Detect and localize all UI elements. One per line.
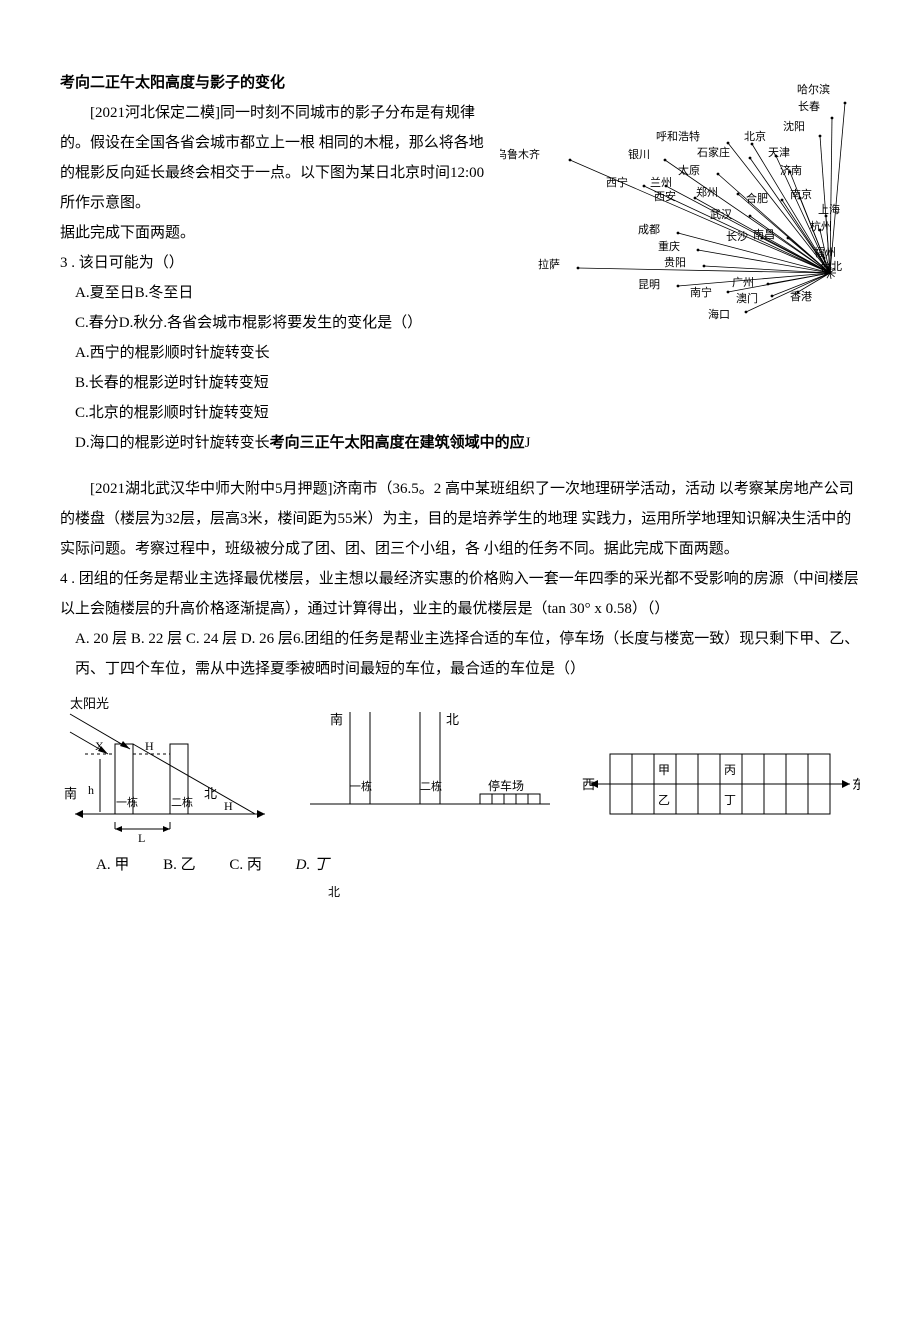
q4-text: 4 . 团组的任务是帮业主选择最优楼层，业主想以最经济实惠的价格购入一套一年四季… <box>60 564 860 624</box>
section3-tail: J <box>525 435 531 451</box>
svg-text:成都: 成都 <box>638 223 660 236</box>
small-bei: 北 <box>328 880 860 904</box>
svg-text:银川: 银川 <box>628 147 650 161</box>
svg-text:济南: 济南 <box>780 163 802 177</box>
svg-text:杭州: 杭州 <box>810 219 832 233</box>
figure-sunlight-elevation: 太阳光 南 北 X H h H 一栋 二栋 L <box>60 694 280 844</box>
q4-stem-inline: .各省会城市棍影将要发生的变化是（） <box>163 315 422 331</box>
svg-text:南昌: 南昌 <box>753 228 775 241</box>
svg-text:北京: 北京 <box>744 129 766 143</box>
svg-text:海口: 海口 <box>708 307 730 321</box>
q4-d-and-section3: D.海口的棍影逆时针旋转变长考向三正午太阳高度在建筑领域中的应J <box>75 428 860 458</box>
city-shadow-map: 哈尔滨长春沈阳呼和浩特 北京乌鲁木齐 银川 石家庄 天津太原 济南西宁 兰州西安 郑州 合肥 南京… <box>500 78 860 339</box>
svg-text:呼和浩特: 呼和浩特 <box>656 129 700 143</box>
svg-text:香港: 香港 <box>790 290 812 303</box>
fig1-h: h <box>88 783 94 797</box>
fig1-L: L <box>138 831 145 844</box>
svg-text:沈阳: 沈阳 <box>783 119 805 133</box>
q6-a: A. 甲 <box>96 850 129 880</box>
fig3-ding: 丁 <box>724 793 736 807</box>
section3-title: 考向三正午太阳高度在建筑领域中的应 <box>270 435 525 451</box>
fig2-b1: 一栋 <box>350 779 372 793</box>
q3-a: A.夏至日 <box>75 285 135 301</box>
fig1-b2: 二栋 <box>171 795 193 809</box>
fig2-south: 南 <box>330 712 343 727</box>
q6-c: C. 丙 <box>229 850 262 880</box>
svg-text:贵阳: 贵阳 <box>664 256 686 269</box>
svg-text:武汉: 武汉 <box>710 208 732 221</box>
svg-text:重庆: 重庆 <box>658 239 680 253</box>
svg-text:上海: 上海 <box>818 202 840 216</box>
q6-options: A. 甲 B. 乙 C. 丙 D. 丁 <box>96 850 860 880</box>
q3-b: B.冬至日 <box>135 285 194 301</box>
fig1-sun-label: 太阳光 <box>70 696 109 711</box>
fig1-south: 南 <box>64 786 77 801</box>
svg-text:南京: 南京 <box>790 187 812 201</box>
fig1-b1: 一栋 <box>116 795 138 809</box>
fig2-b2: 二栋 <box>420 779 442 793</box>
q4-c: C.北京的棍影顺时针旋转变短 <box>75 398 860 428</box>
fig3-east: 东 <box>852 777 860 792</box>
svg-text:石家庄: 石家庄 <box>697 145 730 159</box>
svg-text:西安: 西安 <box>654 189 676 203</box>
q4-opts: A. 20 层 B. 22 层 C. 24 层 D. 26 层 <box>75 631 293 647</box>
q4-a: A.西宁的棍影顺时针旋转变长 <box>75 338 860 368</box>
figure-plan-parking: 南 北 一栋 二栋 停车场 <box>300 694 560 844</box>
fig3-jia: 甲 <box>658 763 670 777</box>
q4-q6-line: A. 20 层 B. 22 层 C. 24 层 D. 26 层6.团组的任务是帮… <box>75 624 860 684</box>
svg-text:昆明: 昆明 <box>638 278 660 291</box>
fig3-yi: 乙 <box>658 793 670 807</box>
svg-text:澳门: 澳门 <box>736 291 758 305</box>
svg-text:台北: 台北 <box>820 259 842 273</box>
fig3-west: 西 <box>582 777 595 792</box>
svg-text:福州: 福州 <box>814 245 836 259</box>
q4-d: D.海口的棍影逆时针旋转变长 <box>75 435 270 451</box>
svg-text:乌鲁木齐: 乌鲁木齐 <box>500 147 540 161</box>
q3-c: C.春分 <box>75 315 119 331</box>
fig3-bing: 丙 <box>724 763 736 777</box>
svg-text:长春: 长春 <box>798 100 820 113</box>
svg-text:西宁: 西宁 <box>606 175 628 189</box>
section3-source: [2021湖北武汉华中师大附中5月押题]济南市（36.5。2 高中某班组织了一次… <box>60 474 860 564</box>
svg-text:兰州: 兰州 <box>650 176 672 189</box>
svg-text:广州: 广州 <box>732 276 754 289</box>
svg-text:南宁: 南宁 <box>690 285 712 299</box>
svg-text:拉萨: 拉萨 <box>538 257 560 271</box>
fig1-X: X <box>95 739 104 753</box>
q6-d: D. 丁 <box>296 850 329 880</box>
svg-text:天津: 天津 <box>768 146 790 159</box>
fig1-H2: H <box>224 799 233 813</box>
svg-text:长沙: 长沙 <box>726 230 748 243</box>
fig1-H1: H <box>145 739 154 753</box>
svg-text:合肥: 合肥 <box>746 191 768 205</box>
q3-d: D.秋分 <box>119 315 164 331</box>
figures-row: 太阳光 南 北 X H h H 一栋 二栋 L <box>60 694 860 844</box>
svg-text:太原: 太原 <box>678 164 700 177</box>
fig2-parking-label: 停车场 <box>488 778 524 793</box>
svg-text:郑州: 郑州 <box>696 185 718 199</box>
figure-parking-grid: 西 东 甲 丙 乙 丁 <box>580 734 860 844</box>
q4-b: B.长春的棍影逆时针旋转变短 <box>75 368 860 398</box>
q6-b: B. 乙 <box>163 850 196 880</box>
fig2-north: 北 <box>446 712 459 727</box>
svg-text:哈尔滨: 哈尔滨 <box>797 82 830 96</box>
